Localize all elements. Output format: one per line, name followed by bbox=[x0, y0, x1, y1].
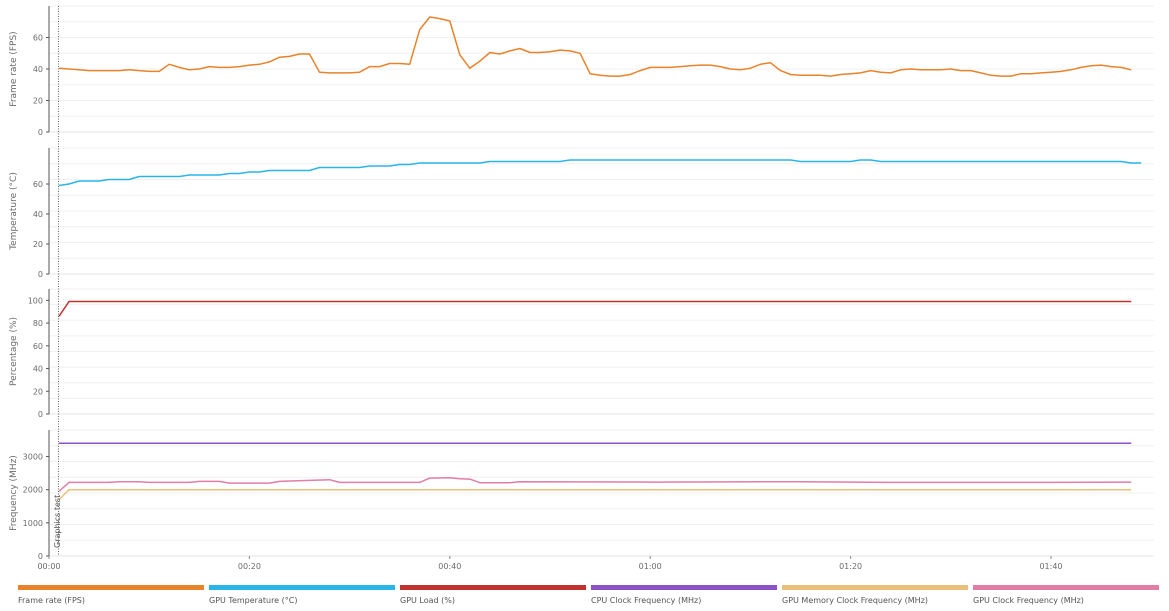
y-tick-label: 0 bbox=[38, 552, 43, 561]
y-tick-label: 60 bbox=[33, 342, 43, 351]
y-axis-label: Frequency (MHz) bbox=[9, 455, 19, 531]
legend-item: Frame rate (FPS) bbox=[18, 585, 204, 605]
legend-swatch bbox=[591, 585, 777, 590]
legend-item: GPU Temperature (°C) bbox=[209, 585, 395, 605]
y-tick-label: 40 bbox=[33, 365, 43, 374]
panel-3: 0 20 40 60 80 100 Percentage (%) bbox=[9, 288, 1154, 419]
y-tick-label: 1000 bbox=[23, 519, 43, 528]
y-tick-label: 80 bbox=[33, 319, 43, 328]
legend-swatch bbox=[400, 585, 586, 590]
legend-label: GPU Load (%) bbox=[400, 596, 455, 605]
legend-swatch bbox=[209, 585, 395, 590]
y-tick-label: 20 bbox=[33, 97, 43, 106]
legend-swatch bbox=[782, 585, 968, 590]
series-line-3-1 bbox=[58, 300, 1132, 317]
y-tick-label: 3000 bbox=[23, 453, 43, 462]
y-tick-label: 60 bbox=[33, 180, 43, 189]
panel-2: 0 20 40 60 Temperature (°C) bbox=[9, 147, 1154, 279]
legend-swatch bbox=[973, 585, 1159, 590]
legend-label: GPU Clock Frequency (MHz) bbox=[973, 596, 1084, 605]
y-tick-label: 0 bbox=[38, 128, 43, 137]
y-tick-label: 40 bbox=[33, 210, 43, 219]
y-tick-label: 2000 bbox=[23, 486, 43, 495]
panel-1: 0 20 40 60 Frame rate (FPS) bbox=[9, 5, 1154, 137]
legend-label: Frame rate (FPS) bbox=[18, 596, 85, 605]
y-axis-label: Frame rate (FPS) bbox=[9, 31, 19, 106]
legend-item: CPU Clock Frequency (MHz) bbox=[591, 585, 777, 605]
legend-label: GPU Temperature (°C) bbox=[209, 596, 297, 605]
legend-item: GPU Load (%) bbox=[400, 585, 586, 605]
y-axis-label: Percentage (%) bbox=[9, 317, 19, 386]
series-line-4-2 bbox=[58, 488, 1132, 501]
legend-label: GPU Memory Clock Frequency (MHz) bbox=[782, 596, 928, 605]
legend-label: CPU Clock Frequency (MHz) bbox=[591, 596, 701, 605]
series-line-4-3 bbox=[58, 476, 1132, 492]
y-tick-label: 100 bbox=[28, 296, 43, 305]
y-axis-label: Temperature (°C) bbox=[9, 172, 19, 251]
graphics-test-label: Graphics test bbox=[53, 495, 62, 548]
y-tick-label: 60 bbox=[33, 34, 43, 43]
y-tick-label: 20 bbox=[33, 240, 43, 249]
series-line-1-1 bbox=[58, 16, 1132, 77]
y-tick-label: 40 bbox=[33, 65, 43, 74]
legend-item: GPU Clock Frequency (MHz) bbox=[973, 585, 1159, 605]
series-line-2-1 bbox=[58, 159, 1142, 187]
y-tick-label: 0 bbox=[38, 270, 43, 279]
y-tick-label: 0 bbox=[38, 410, 43, 419]
x-tick-label: 01:00 bbox=[639, 562, 662, 571]
x-tick-label: 00:40 bbox=[438, 562, 461, 571]
x-tick-label: 00:20 bbox=[238, 562, 261, 571]
y-tick-label: 20 bbox=[33, 387, 43, 396]
x-tick-label: 00:00 bbox=[37, 562, 60, 571]
panel-4: 0 1000 2000 3000 Frequency (MHz) bbox=[9, 429, 1154, 561]
x-tick-label: 01:20 bbox=[839, 562, 862, 571]
x-tick-label: 01:40 bbox=[1039, 562, 1062, 571]
legend-item: GPU Memory Clock Frequency (MHz) bbox=[782, 585, 968, 605]
legend-swatch bbox=[18, 585, 204, 590]
